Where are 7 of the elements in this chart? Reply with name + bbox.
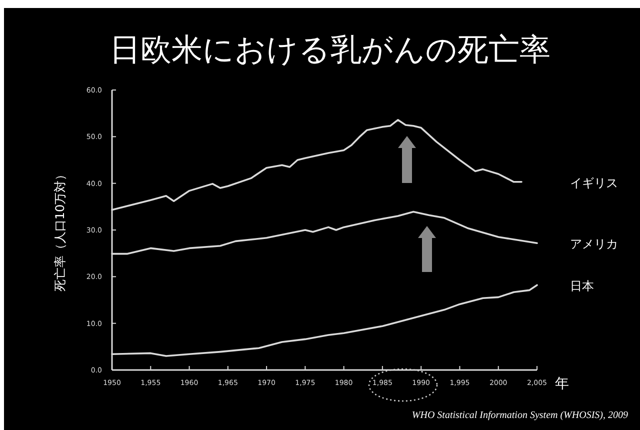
y-axis-title: 死亡率（人口10万対） bbox=[53, 168, 67, 292]
text: アメリカ bbox=[570, 237, 618, 252]
text: イギリス bbox=[570, 176, 618, 190]
x-axis-title: 年 bbox=[555, 376, 569, 392]
text: WHO Statistical Information System (WHOSIS), 2009 bbox=[412, 410, 628, 421]
chart-title: 日欧米における乳がんの死亡率 bbox=[110, 32, 550, 68]
text: 日本 bbox=[570, 279, 594, 294]
